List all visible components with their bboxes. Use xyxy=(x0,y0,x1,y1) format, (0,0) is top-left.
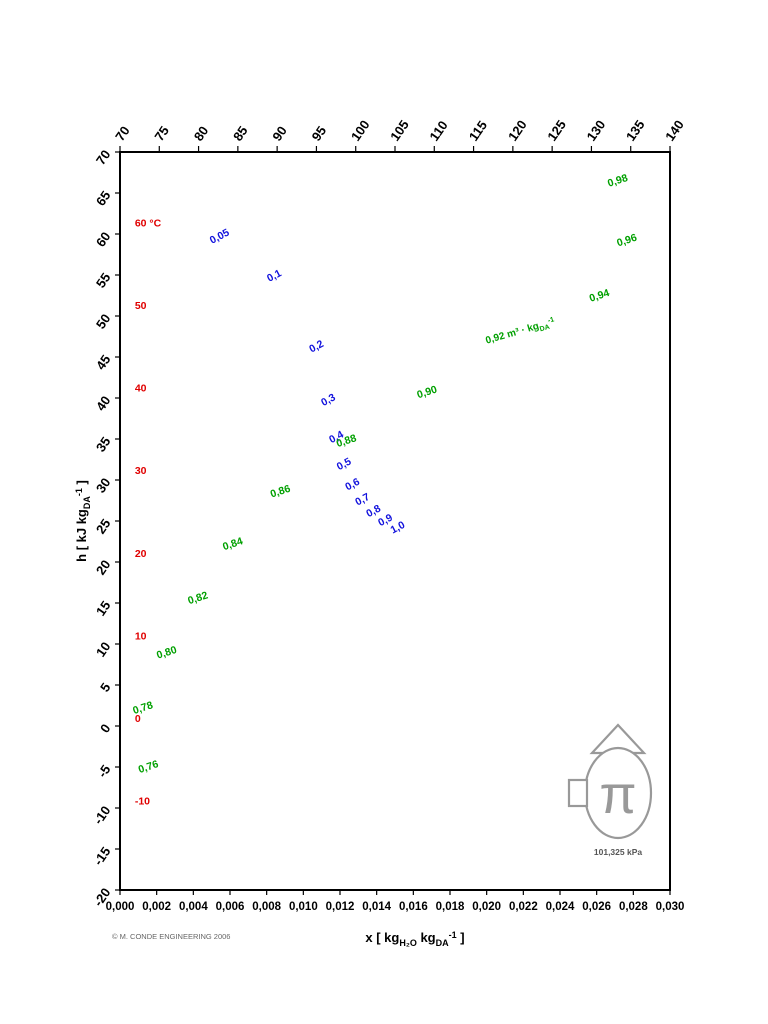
y-axis-label: 35 xyxy=(93,434,114,454)
isotherm-label: 50 xyxy=(135,300,147,312)
isotherm-label: 40 xyxy=(135,383,147,395)
y-axis-title: h [ kJ kgDA-1 ] xyxy=(74,480,92,562)
x-axis-label: 0,018 xyxy=(436,901,465,913)
top-axis-label: 85 xyxy=(230,123,251,143)
y-axis-label: 10 xyxy=(93,639,114,659)
y-axis-label: 20 xyxy=(93,557,114,577)
y-axis-label: 55 xyxy=(93,270,114,290)
isotherm-label: 10 xyxy=(135,630,147,642)
isotherm-label: 0 xyxy=(135,713,141,725)
plot-area xyxy=(119,151,671,891)
x-axis-label: 0,006 xyxy=(216,901,245,913)
y-axis-label: 50 xyxy=(93,311,114,331)
x-axis-label: 0,024 xyxy=(546,901,575,913)
top-axis-label: 70 xyxy=(112,123,133,143)
isotherm-label: -10 xyxy=(135,796,150,808)
logo-tab xyxy=(567,778,589,808)
isotherm-label: 30 xyxy=(135,465,147,477)
x-axis-label: 0,020 xyxy=(472,901,501,913)
copyright-label: © M. CONDE ENGINEERING 2006 xyxy=(112,932,230,941)
y-axis-label: 25 xyxy=(93,516,114,536)
y-axis-label: 15 xyxy=(93,598,114,618)
isotherm-label: 20 xyxy=(135,548,147,560)
chart-labels: 7065605550454035302520151050-5-10-15-207… xyxy=(74,117,687,948)
y-axis-label: 70 xyxy=(93,147,114,167)
top-axis-label: 80 xyxy=(191,123,212,143)
x-axis-label: 0,028 xyxy=(619,901,648,913)
x-axis-label: 0,014 xyxy=(362,901,391,913)
x-axis-label: 0,030 xyxy=(656,901,685,913)
x-axis-label: 0,026 xyxy=(582,901,611,913)
y-axis-label: 30 xyxy=(93,475,114,495)
y-axis-label: 60 xyxy=(93,229,114,249)
logo-pressure-label: 101,325 kPa xyxy=(594,847,642,857)
x-axis-label: 0,004 xyxy=(179,901,208,913)
x-axis-title: x [ kgH₂O kgDA-1 ] xyxy=(365,930,464,948)
conde-logo: π 101,325 kPa xyxy=(567,723,653,857)
x-axis-label: 0,000 xyxy=(106,901,135,913)
top-axis-label: 95 xyxy=(309,123,330,143)
y-axis-label: 65 xyxy=(93,188,114,208)
x-axis-label: 0,022 xyxy=(509,901,538,913)
y-axis-label: 45 xyxy=(93,352,114,372)
pi-symbol: π xyxy=(599,765,636,825)
top-axis-label: 75 xyxy=(151,123,172,143)
top-axis-label: 90 xyxy=(269,123,290,143)
x-axis-label: 0,016 xyxy=(399,901,428,913)
x-axis-label: 0,012 xyxy=(326,901,355,913)
isotherm-label: 60 °C xyxy=(135,217,162,229)
x-axis-label: 0,010 xyxy=(289,901,318,913)
x-axis-label: 0,008 xyxy=(252,901,281,913)
plot-background xyxy=(120,152,670,890)
y-axis-label: 40 xyxy=(93,393,114,413)
x-axis-label: 0,002 xyxy=(142,901,171,913)
